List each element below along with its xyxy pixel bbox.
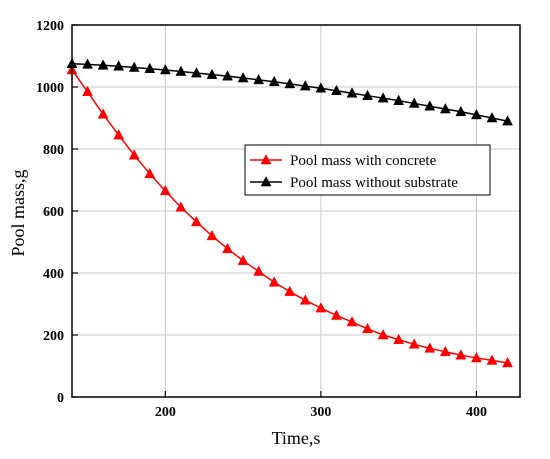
series-line (71, 69, 508, 364)
x-axis-label: Time,s (272, 428, 321, 448)
y-tick-label: 800 (43, 143, 64, 158)
data-point (175, 65, 187, 76)
data-point (113, 60, 125, 71)
legend-marker (260, 154, 272, 165)
data-point (284, 77, 296, 89)
legend-label: Pool mass with concrete (290, 153, 437, 169)
data-point (191, 67, 202, 78)
legend: Pool mass with concrete Pool mass without… (244, 144, 491, 196)
data-point (439, 345, 451, 357)
data-point (175, 201, 187, 212)
data-point (315, 302, 327, 313)
data-point (97, 108, 109, 119)
data-point (222, 242, 233, 254)
legend-item: Pool mass with concrete (250, 153, 437, 169)
data-point (424, 100, 436, 111)
data-point (128, 61, 140, 72)
data-point (471, 108, 482, 120)
data-point (268, 276, 280, 287)
legend-marker (260, 176, 272, 187)
data-point (486, 354, 498, 365)
data-point (253, 73, 265, 85)
data-point (393, 333, 405, 344)
data-point (206, 229, 218, 241)
data-point (331, 309, 342, 320)
series-layer (66, 57, 513, 368)
y-tick-label: 1200 (36, 19, 64, 34)
data-point (408, 338, 420, 349)
y-tick-label: 0 (57, 391, 64, 406)
data-point (284, 285, 296, 296)
legend-label: Pool mass without substrate (290, 175, 458, 191)
y-tick-label: 1000 (36, 81, 64, 96)
data-point (159, 64, 171, 75)
data-point (144, 167, 156, 179)
x-tick-label: 400 (466, 405, 487, 420)
data-point (299, 294, 311, 305)
data-point (237, 72, 249, 83)
legend-box (244, 144, 491, 196)
data-point (377, 329, 389, 340)
data-point (159, 184, 171, 196)
data-point (113, 129, 125, 140)
data-point (455, 105, 467, 117)
series-1 (66, 64, 513, 368)
data-point (346, 87, 358, 98)
grid (72, 25, 520, 397)
data-point (237, 254, 249, 265)
data-point (299, 80, 311, 91)
data-point (331, 84, 342, 96)
data-point (362, 89, 373, 100)
data-point (144, 62, 156, 74)
data-point (346, 316, 358, 327)
data-point (268, 75, 280, 87)
data-point (408, 97, 420, 108)
data-point (97, 59, 109, 70)
y-tick-label: 200 (43, 329, 64, 344)
legend-item: Pool mass without substrate (250, 175, 458, 191)
data-point (82, 85, 93, 96)
data-point (424, 342, 436, 353)
data-point (377, 92, 389, 103)
data-point (82, 58, 93, 69)
data-point (439, 103, 451, 114)
x-tick-label: 200 (155, 405, 176, 420)
data-point (502, 115, 513, 126)
data-point (206, 68, 218, 79)
data-point (502, 356, 513, 368)
data-point (362, 322, 373, 334)
x-tick-label: 300 (310, 405, 331, 420)
data-point (455, 349, 467, 360)
y-tick-label: 600 (43, 205, 64, 220)
series-2 (66, 57, 513, 126)
y-axis-label: Pool mass,g (8, 169, 28, 256)
data-point (471, 352, 482, 363)
tick-layer: 200 300 400 0 200 400 600 800 1000 1200 (36, 19, 487, 420)
data-point (128, 149, 140, 160)
y-tick-label: 400 (43, 267, 64, 282)
data-point (486, 112, 498, 123)
data-point (222, 70, 233, 81)
data-point (191, 215, 202, 227)
data-point (253, 265, 265, 276)
data-point (315, 82, 327, 93)
data-point (393, 94, 405, 105)
